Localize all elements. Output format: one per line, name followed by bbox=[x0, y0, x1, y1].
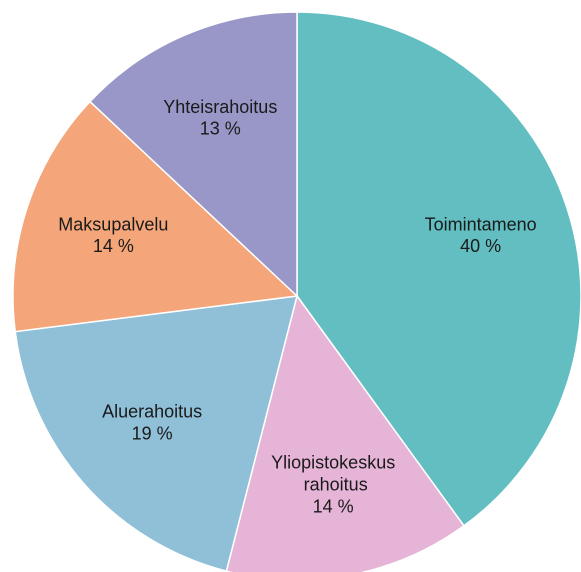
slice-label-line: Yhteisrahoitus bbox=[163, 97, 277, 117]
slice-value-label: 13 % bbox=[200, 119, 241, 139]
pie-slice bbox=[296, 11, 581, 527]
slice-label: Aluerahoitus bbox=[102, 401, 202, 421]
slice-value-label: 40 % bbox=[460, 236, 501, 256]
slice-label: Maksupalvelu bbox=[58, 214, 168, 234]
pie-slice bbox=[225, 294, 465, 572]
slice-label: Yhteisrahoitus bbox=[163, 97, 277, 117]
slice-label: Toimintameno bbox=[425, 214, 537, 234]
slice-label-line: Yliopistokeskus bbox=[271, 452, 395, 472]
slice-value-label: 19 % bbox=[132, 423, 173, 443]
slice-value-label: 14 % bbox=[313, 496, 354, 516]
slice-label-line: Maksupalvelu bbox=[58, 214, 168, 234]
slice-label-line: Aluerahoitus bbox=[102, 401, 202, 421]
slice-value-label: 14 % bbox=[93, 236, 134, 256]
pie-slice bbox=[14, 295, 299, 572]
slice-label: Yliopistokeskus rahoitus bbox=[271, 452, 395, 494]
pie-slice bbox=[12, 100, 299, 333]
slice-label-line: Toimintameno bbox=[425, 214, 537, 234]
pie-slice bbox=[88, 11, 298, 298]
slice-label-line: rahoitus bbox=[299, 474, 368, 494]
